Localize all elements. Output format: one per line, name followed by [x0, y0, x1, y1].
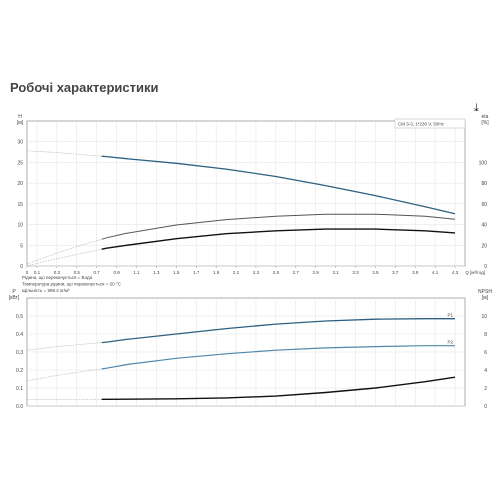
chart2-y-right-axis-label: NPSH — [478, 289, 492, 295]
chart1-y-right-tick-label: 20 — [481, 243, 487, 249]
page-title: Робочі характеристики — [10, 80, 159, 95]
chart2-y-right-axis-unit: [м] — [482, 295, 489, 301]
chart1-x-tick-label: 0.7 — [94, 270, 101, 275]
chart2-series-2-line — [101, 376, 456, 400]
chart2-y-left-axis-unit: [кВт] — [9, 295, 20, 301]
chart1-note-1: Рідина, що перекачується = Вода — [22, 275, 93, 280]
chart1-y-left-axis-label: H — [18, 114, 22, 120]
chart2-y-right-tick-label: 4 — [484, 368, 487, 374]
chart1-x-tick-label: 1.1 — [133, 270, 140, 275]
chart1-y-left-tick-label: 5 — [20, 243, 23, 249]
chart1-legend-box — [394, 118, 466, 129]
chart1-y-left-tick-label: 30 — [17, 140, 23, 146]
chart2-series-1-extrapolated-line — [26, 368, 102, 382]
chart1-y-left-tick-label: 25 — [17, 160, 23, 166]
chart1-y-right-tick-label: 100 — [479, 160, 488, 166]
chart1-x-tick-label: 1.9 — [213, 270, 220, 275]
chart1-legend-label: CM 3-3, 1*230 V, 50Hz — [398, 122, 445, 127]
chart2-y-left-tick-label: 0.3 — [16, 350, 23, 356]
download-arrow-icon[interactable]: ⤓ — [474, 101, 479, 114]
chart1-y-left-tick-label: 20 — [17, 181, 23, 187]
chart1-x-tick-label: 1.5 — [173, 270, 180, 275]
chart2-y-left-tick-label: 0.0 — [16, 404, 23, 410]
chart1-x-tick-label: 2.9 — [313, 270, 320, 275]
chart2-y-right-tick-label: 2 — [484, 386, 487, 392]
chart1-x-tick-label: 0 — [26, 270, 29, 275]
chart2-y-right-tick-label: 0 — [484, 404, 487, 410]
chart1-x-tick-label: 2.1 — [233, 270, 240, 275]
chart2-series-1-line — [101, 345, 455, 370]
chart1-x-tick-label: 4.1 — [432, 270, 439, 275]
chart1-series-2-extrapolated-line — [26, 248, 102, 267]
chart1-x-tick-label: 3.7 — [392, 270, 399, 275]
chart1-series-0-line — [101, 155, 456, 215]
chart1-plot-frame — [26, 120, 466, 267]
chart1-x-tick-label: 0.3 — [54, 270, 61, 275]
chart1-y-right-tick-label: 80 — [481, 181, 487, 187]
chart2-y-right-tick-label: 6 — [484, 350, 487, 356]
chart1-x-tick-label: 3.1 — [332, 270, 339, 275]
chart2-y-right-tick-label: 8 — [484, 332, 487, 338]
chart1-y-right-axis-label: eta — [482, 114, 489, 120]
chart2-y-right-tick-label: 10 — [481, 314, 487, 320]
chart1-note-2: Температура рідини, що перекачується = 2… — [22, 282, 122, 287]
chart1-series-0-extrapolated-line — [26, 150, 102, 157]
chart1-y-right-tick-label: 60 — [481, 202, 487, 208]
chart1-x-tick-label: 4.3 — [452, 270, 459, 275]
chart1-x-tick-label: 0.1 — [34, 270, 41, 275]
chart1-x-tick-label: 0.5 — [74, 270, 81, 275]
chart1-x-axis-label: Q [м³/год] — [465, 270, 485, 275]
chart2-series-0-extrapolated-line — [26, 342, 102, 351]
chart2-series-label-p1: P1 — [448, 313, 454, 318]
chart1-y-left-axis-unit: [м] — [17, 120, 24, 126]
chart1-x-tick-label: 3.3 — [352, 270, 359, 275]
chart2-y-left-tick-label: 0.4 — [16, 332, 23, 338]
head-efficiency-chart: 0 5 10 15 20 25 30 0 20 40 60 80 100 0 0.1 0.3 0.5 0.7 0.9… — [17, 114, 489, 293]
chart1-x-tick-label: 2.7 — [293, 270, 300, 275]
chart1-x-tick-label: 1.7 — [193, 270, 200, 275]
chart2-y-left-tick-label: 0.2 — [16, 368, 23, 374]
chart2-series-0-line — [101, 318, 455, 344]
chart1-series-1-extrapolated-line — [26, 238, 102, 265]
chart1-x-tick-label: 3.5 — [372, 270, 379, 275]
chart1-y-right-tick-label: 0 — [484, 264, 487, 270]
chart1-x-tick-label: 1.3 — [153, 270, 160, 275]
chart1-y-left-tick-label: 0 — [20, 264, 23, 270]
chart2-y-left-axis-label: P — [12, 289, 16, 295]
chart1-x-tick-label: 2.3 — [253, 270, 260, 275]
chart1-y-left-tick-label: 10 — [17, 223, 23, 229]
chart1-x-tick-label: 0.9 — [113, 270, 120, 275]
chart1-series-1-line — [101, 213, 456, 240]
chart1-y-left-tick-label: 15 — [17, 202, 23, 208]
chart2-series-label-p2: P2 — [448, 340, 454, 345]
chart2-y-left-tick-label: 0.1 — [16, 386, 23, 392]
chart1-y-right-axis-unit: [%] — [481, 120, 489, 126]
chart1-note-3: Щільність = 998.2 кг/м³ — [22, 288, 70, 293]
chart1-x-tick-label: 3.9 — [412, 270, 419, 275]
chart1-x-tick-label: 2.5 — [273, 270, 280, 275]
chart2-y-left-tick-label: 0.5 — [16, 314, 23, 320]
power-npsh-chart: 0.0 0.1 0.2 0.3 0.4 0.5 0 2 4 6 8 10 P[кВт] NPSH[м] P1… — [9, 289, 493, 410]
chart1-series-2-line — [101, 228, 456, 250]
chart1-y-right-tick-label: 40 — [481, 223, 487, 229]
